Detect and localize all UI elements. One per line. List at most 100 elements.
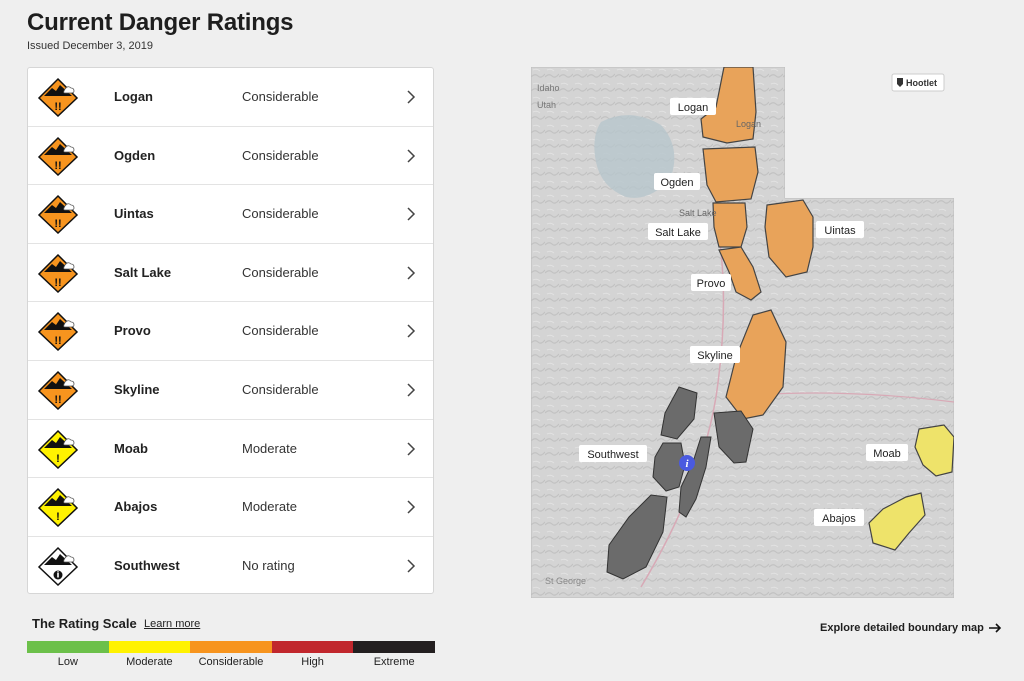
- region-rating: No rating: [242, 557, 295, 573]
- chevron-right-icon: [407, 149, 416, 163]
- region-name: Skyline: [114, 381, 160, 397]
- danger-considerable-icon: !!: [37, 195, 79, 235]
- region-row[interactable]: !! Ogden Considerable: [28, 127, 433, 186]
- region-row[interactable]: !! Salt Lake Considerable: [28, 244, 433, 303]
- svg-text:!!: !!: [54, 160, 61, 172]
- map-label-moab[interactable]: Moab: [873, 448, 901, 460]
- map-label-skyline[interactable]: Skyline: [697, 350, 732, 362]
- info-icon[interactable]: i: [679, 455, 695, 471]
- map-label-saltlake[interactable]: Salt Lake: [655, 227, 701, 239]
- region-rating: Considerable: [242, 89, 319, 104]
- region-abajos-shape: [868, 492, 926, 551]
- scale-segment-considerable: [190, 641, 272, 653]
- chevron-right-icon: [407, 324, 416, 338]
- region-name: Salt Lake: [114, 264, 172, 280]
- region-name: Abajos: [114, 499, 158, 515]
- svg-text:!!: !!: [54, 101, 61, 113]
- rating-scale-bar: [27, 641, 435, 653]
- danger-considerable-icon: !!: [37, 136, 79, 176]
- rating-scale-title: The Rating Scale: [32, 616, 137, 631]
- page-title: Current Danger Ratings: [27, 9, 294, 36]
- region-southwest-shape-2: [652, 442, 686, 492]
- danger-considerable-icon: !!: [37, 312, 79, 352]
- region-moab-shape: [914, 424, 954, 477]
- scale-label: Considerable: [198, 656, 264, 668]
- scale-label: High: [301, 656, 324, 668]
- chevron-right-icon: [407, 90, 416, 104]
- map-label-ogden[interactable]: Ogden: [660, 177, 693, 189]
- chevron-right-icon: [407, 207, 416, 221]
- chevron-right-icon: [407, 559, 416, 573]
- danger-moderate-icon: !: [37, 429, 79, 469]
- region-row[interactable]: ! Moab Moderate: [28, 420, 433, 479]
- svg-text:!!: !!: [54, 394, 61, 406]
- region-name: Moab: [114, 440, 148, 456]
- chevron-right-icon: [407, 500, 416, 514]
- region-southwest-shape-4: [713, 410, 754, 464]
- map-label-southwest[interactable]: Southwest: [587, 449, 638, 461]
- map-state-label-utah: Utah: [537, 100, 556, 110]
- map-label-abajos[interactable]: Abajos: [822, 513, 856, 525]
- map-label-uintas[interactable]: Uintas: [824, 225, 856, 237]
- region-rating: Considerable: [242, 323, 319, 339]
- scale-segment-extreme: [353, 641, 435, 653]
- region-row[interactable]: ! Abajos Moderate: [28, 478, 433, 537]
- rating-scale-labels: Low Moderate Considerable High Extreme: [27, 656, 435, 668]
- region-ogden-shape: [702, 146, 759, 203]
- region-name: Uintas: [114, 206, 154, 222]
- region-name: Logan: [114, 89, 153, 104]
- map-city-label-logan: Logan: [736, 119, 761, 129]
- scale-segment-low: [27, 641, 109, 653]
- arrow-right-icon: [988, 623, 1001, 633]
- hootlet-badge[interactable]: Hootlet: [891, 73, 945, 92]
- svg-text:!!: !!: [54, 277, 61, 289]
- chevron-right-icon: [407, 383, 416, 397]
- scale-label: Low: [57, 656, 78, 668]
- region-row[interactable]: !! Provo Considerable: [28, 302, 433, 361]
- svg-text:!: !: [56, 453, 60, 465]
- region-uintas-shape: [764, 199, 814, 278]
- explore-label: Explore detailed boundary map: [820, 622, 984, 634]
- utah-state-shape: [531, 67, 954, 598]
- region-name: Southwest: [114, 557, 180, 573]
- explore-boundary-map-link[interactable]: Explore detailed boundary map: [820, 622, 1002, 634]
- region-rating: Considerable: [242, 264, 319, 280]
- region-row[interactable]: !! Skyline Considerable: [28, 361, 433, 420]
- region-rating: Considerable: [242, 206, 319, 222]
- region-row[interactable]: Southwest No rating: [28, 537, 433, 596]
- region-row[interactable]: !! Logan Considerable: [28, 68, 433, 127]
- region-map[interactable]: Idaho Utah Logan Salt Lake St George Hoo…: [531, 67, 954, 598]
- danger-considerable-icon: !!: [37, 370, 79, 410]
- map-label-provo[interactable]: Provo: [697, 278, 726, 290]
- region-skyline-shape: [725, 309, 787, 420]
- issued-date: Issued December 3, 2019: [27, 40, 153, 52]
- scale-segment-moderate: [108, 641, 191, 653]
- map-label-logan[interactable]: Logan: [678, 102, 709, 114]
- region-list: !! Logan Considerable!! Ogden Considerable!!…: [27, 67, 434, 594]
- region-southwest-shape-5: [606, 494, 668, 580]
- danger-considerable-icon: !!: [37, 77, 79, 117]
- svg-text:!!: !!: [54, 335, 61, 347]
- chevron-right-icon: [407, 442, 416, 456]
- svg-text:!: !: [56, 511, 60, 523]
- map-city-label-stgeorge: St George: [545, 576, 586, 586]
- scale-label: Moderate: [126, 656, 173, 668]
- region-rating: Considerable: [242, 147, 319, 163]
- hootlet-label: Hootlet: [906, 78, 937, 88]
- scale-segment-high: [271, 641, 354, 653]
- svg-text:i: i: [685, 458, 689, 470]
- region-name: Ogden: [114, 147, 156, 163]
- region-rating: Moderate: [242, 440, 297, 456]
- map-city-label-saltlake: Salt Lake: [679, 208, 717, 218]
- danger-moderate-icon: !: [37, 488, 79, 528]
- region-rating: Considerable: [242, 381, 319, 397]
- region-southwest-shape-1: [660, 386, 698, 440]
- region-saltlake-shape: [712, 202, 748, 248]
- danger-considerable-icon: !!: [37, 253, 79, 293]
- chevron-right-icon: [407, 266, 416, 280]
- region-row[interactable]: !! Uintas Considerable: [28, 185, 433, 244]
- svg-text:!!: !!: [54, 218, 61, 230]
- learn-more-link[interactable]: Learn more: [144, 618, 201, 630]
- hootlet-logo-icon: [897, 78, 903, 87]
